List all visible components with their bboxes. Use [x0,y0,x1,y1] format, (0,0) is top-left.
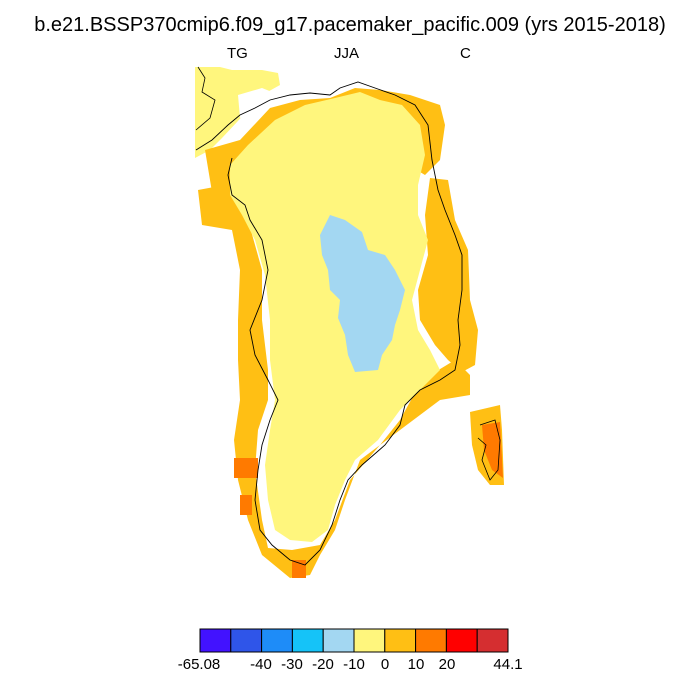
colorbar-swatch [384,628,417,653]
variable-label: TG [227,45,248,62]
colorbar-tick-label: -40 [250,656,272,673]
east-coast-band [418,178,478,372]
colorbar-swatch [476,628,509,653]
central-ice-anomaly [320,215,405,372]
colorbar-tick-label: -30 [281,656,303,673]
colorbar-swatch [230,628,263,653]
colorbar-swatch [445,628,478,653]
colorbar-swatch [291,628,324,653]
colorbar-tick-label: 44.1 [493,656,523,673]
coastline [195,81,463,566]
colorbar-swatch [353,628,386,653]
colorbar-tick-label: 20 [438,656,456,673]
coastline-island [477,419,501,481]
greenland-interior [230,92,440,542]
colorbar-tick-label: -10 [343,656,365,673]
colorbar-swatch [261,628,293,653]
coastline-northwest [195,66,216,131]
southwest-hotspot-2 [240,495,252,515]
colorbar [199,628,509,653]
colorbar-tick-label: -65.08 [177,656,221,673]
units-label: C [460,45,471,62]
northwest-sea-gap [238,88,272,118]
colorbar-tick-label: 0 [380,656,390,673]
colorbar-swatch [322,628,355,653]
figure-title: b.e21.BSSP370cmip6.f09_g17.pacemaker_pac… [34,14,666,36]
west-coast-band [198,185,470,578]
colorbar-swatch [199,628,232,653]
colorbar-swatch [415,628,447,653]
season-label: JJA [334,45,360,62]
southwest-hotspot-1 [234,458,258,478]
east-island-hotspot [482,422,503,478]
colorbar-tick-label: -20 [312,656,334,673]
colorbar-tick-label: 10 [407,656,425,673]
